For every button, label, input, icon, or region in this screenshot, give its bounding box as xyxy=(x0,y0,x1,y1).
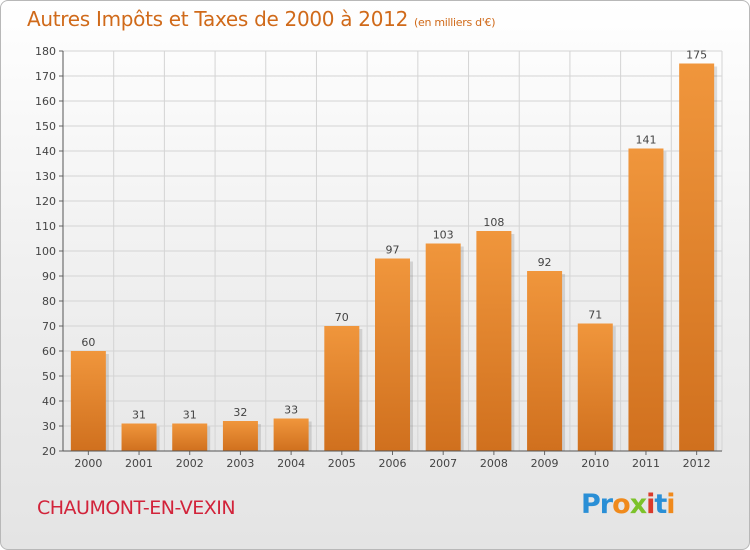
y-tick-label: 70 xyxy=(42,320,56,333)
bar xyxy=(476,231,512,451)
x-tick-label: 2010 xyxy=(581,457,609,470)
proxiti-logo: Proxiti xyxy=(581,489,676,520)
y-tick-label: 180 xyxy=(35,45,56,58)
bar-value-label: 33 xyxy=(284,404,298,417)
bar xyxy=(70,351,106,451)
bar-value-label: 92 xyxy=(538,256,552,269)
y-tick-label: 80 xyxy=(42,295,56,308)
x-tick-label: 2000 xyxy=(74,457,102,470)
commune-name: CHAUMONT-EN-VEXIN xyxy=(37,497,236,519)
chart-title: Autres Impôts et Taxes de 2000 à 2012 (en… xyxy=(27,7,495,31)
logo-letter: t xyxy=(654,489,667,520)
y-tick-label: 140 xyxy=(35,145,56,158)
bar-value-label: 71 xyxy=(588,309,602,322)
bar xyxy=(273,418,309,451)
chart-title-text: Autres Impôts et Taxes de 2000 à 2012 xyxy=(27,7,408,31)
x-tick-label: 2011 xyxy=(632,457,660,470)
bar-value-label: 60 xyxy=(81,336,95,349)
bar-value-label: 103 xyxy=(433,229,454,242)
x-tick-label: 2005 xyxy=(328,457,356,470)
bar xyxy=(121,423,157,451)
x-tick-label: 2001 xyxy=(125,457,153,470)
y-tick-label: 90 xyxy=(42,270,56,283)
y-tick-label: 20 xyxy=(42,445,56,458)
x-tick-label: 2002 xyxy=(176,457,204,470)
y-tick-label: 100 xyxy=(35,245,56,258)
chart-subtitle: (en milliers d'€) xyxy=(414,16,496,29)
y-tick-label: 40 xyxy=(42,395,56,408)
x-tick-label: 2003 xyxy=(226,457,254,470)
y-tick-label: 150 xyxy=(35,120,56,133)
bar-value-label: 70 xyxy=(335,311,349,324)
y-tick-label: 50 xyxy=(42,370,56,383)
y-tick-label: 30 xyxy=(42,420,56,433)
bar xyxy=(425,243,461,451)
bar-value-label: 31 xyxy=(183,409,197,422)
logo-letter: P xyxy=(581,489,601,520)
y-tick-label: 130 xyxy=(35,170,56,183)
bar xyxy=(527,271,563,451)
x-tick-label: 2004 xyxy=(277,457,305,470)
bar xyxy=(375,258,410,451)
bar xyxy=(577,323,613,451)
x-tick-label: 2012 xyxy=(683,457,711,470)
logo-letter: r xyxy=(599,489,613,520)
logo-letter: i xyxy=(666,489,675,520)
y-tick-label: 170 xyxy=(35,70,56,83)
bar xyxy=(679,63,715,451)
bar-value-label: 31 xyxy=(132,409,146,422)
bar-value-label: 32 xyxy=(233,406,247,419)
logo-letter: x xyxy=(629,489,647,520)
y-tick-label: 160 xyxy=(35,95,56,108)
bar xyxy=(222,421,258,451)
x-tick-label: 2006 xyxy=(379,457,407,470)
logo-letter: o xyxy=(612,489,631,520)
bar-value-label: 141 xyxy=(635,134,656,147)
x-tick-label: 2007 xyxy=(429,457,457,470)
bar-value-label: 108 xyxy=(483,216,504,229)
x-tick-label: 2008 xyxy=(480,457,508,470)
x-tick-label: 2009 xyxy=(531,457,559,470)
bar-value-label: 175 xyxy=(686,49,707,62)
y-tick-label: 110 xyxy=(35,220,56,233)
bar xyxy=(172,423,208,451)
y-tick-label: 60 xyxy=(42,345,56,358)
bar xyxy=(324,326,360,451)
bar-value-label: 97 xyxy=(386,244,400,257)
y-tick-label: 120 xyxy=(35,195,56,208)
bar xyxy=(628,148,664,451)
logo-letter: i xyxy=(646,489,655,520)
